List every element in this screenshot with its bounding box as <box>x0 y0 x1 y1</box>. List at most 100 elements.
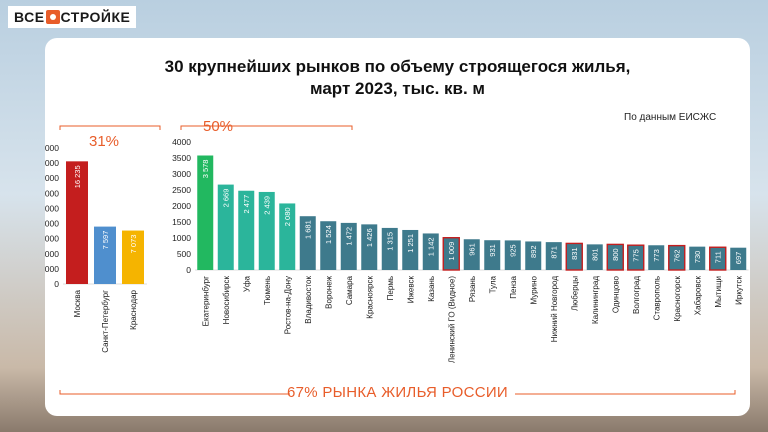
x-tick-label: Люберцы <box>570 276 579 311</box>
bar <box>217 184 234 270</box>
x-tick-label: Ростов-на-Дону <box>283 276 292 334</box>
bar-value-label: 1 524 <box>324 225 333 244</box>
bottom-bracket-left <box>59 390 290 395</box>
chart-title-line2: март 2023, тыс. кв. м <box>309 79 485 98</box>
y-tick-label: 8000 <box>45 219 59 229</box>
bottom-summary: 67% РЫНКА ЖИЛЬЯ РОССИИ <box>286 384 509 401</box>
x-tick-label: Екатеринбург <box>201 276 210 326</box>
bar-value-label: 801 <box>591 248 600 261</box>
bar <box>668 244 686 271</box>
bar-value-label: 1 426 <box>365 228 374 247</box>
bar <box>197 155 214 270</box>
share-brackets <box>59 125 736 395</box>
bar-charts: 0200040006000800010000120001400016000180… <box>45 125 749 395</box>
chart-title: 30 крупнейших рынков по объему строящего… <box>45 56 750 100</box>
x-tick-label: Рязань <box>468 276 477 302</box>
bar-value-label: 931 <box>488 244 497 257</box>
bar <box>689 246 706 270</box>
bar-value-label: 2 477 <box>242 195 251 214</box>
y-tick-label: 1500 <box>172 217 191 227</box>
x-tick-label: Ленинский ГО (Видное) <box>447 276 456 363</box>
x-tick-label: Санкт-Петербург <box>101 290 110 353</box>
bar-value-label: 892 <box>529 245 538 258</box>
x-tick-label: Новосибирск <box>222 276 231 325</box>
x-tick-label: Хабаровск <box>693 276 702 316</box>
y-tick-label: 3500 <box>172 153 191 163</box>
x-tick-label: Ставрополь <box>652 276 661 320</box>
bar-value-label: 1 315 <box>386 232 395 251</box>
bar <box>299 216 316 270</box>
bar <box>586 244 603 270</box>
bar-value-label: 775 <box>632 249 641 262</box>
bar <box>258 191 275 270</box>
bar-value-label: 925 <box>509 244 518 257</box>
x-tick-label: Волгоград <box>632 276 641 314</box>
x-tick-label: Иркутск <box>734 276 743 305</box>
bar-value-label: 3 578 <box>201 160 210 179</box>
bar-value-label: 7 073 <box>129 235 138 254</box>
bar <box>422 233 439 270</box>
bar <box>381 227 398 270</box>
right-bracket <box>180 125 353 130</box>
bar-value-label: 1 251 <box>406 234 415 253</box>
bar <box>122 230 144 284</box>
bar <box>606 243 624 271</box>
bar <box>545 242 562 270</box>
x-tick-label: Красноярск <box>365 276 374 319</box>
x-tick-label: Краснодар <box>129 289 138 329</box>
bar-value-label: 773 <box>652 249 661 262</box>
x-tick-label: Калининград <box>591 276 600 324</box>
x-tick-label: Пенза <box>509 275 518 298</box>
bar <box>525 241 542 270</box>
right-chart: 0 500 1000 1500 2000 2500 3000 3500 4000 3 578 Ека… <box>172 137 749 363</box>
y-tick-label: 0 <box>54 279 59 289</box>
bar-value-label: 961 <box>468 243 477 256</box>
left-bracket <box>59 125 161 130</box>
left-chart: 0 2000 4000 6000 8000 10000 12000 14000 16000 180… <box>45 143 147 353</box>
brand-logo: ВСЕ СТРОЙКЕ <box>8 6 137 28</box>
y-tick-label: 2000 <box>172 201 191 211</box>
bottom-bracket-right <box>515 390 736 395</box>
bar-value-label: 730 <box>693 251 702 264</box>
y-tick-label: 16000 <box>45 158 59 168</box>
bar <box>442 237 460 271</box>
bar-value-label: 711 <box>714 251 723 263</box>
bar <box>238 190 255 270</box>
y-tick-label: 14000 <box>45 173 59 183</box>
x-tick-label: Ижевск <box>406 276 415 304</box>
bar <box>66 161 88 284</box>
brand-text-left: ВСЕ <box>14 9 45 25</box>
x-tick-label: Уфа <box>242 275 251 292</box>
bar <box>709 246 727 271</box>
source-note: По данным ЕИСЖС <box>624 112 717 123</box>
bar-value-label: 831 <box>570 247 579 260</box>
x-tick-label: Владивосток <box>304 276 313 324</box>
bar <box>463 239 480 270</box>
bar-value-label: 762 <box>673 250 682 263</box>
bar-value-label: 697 <box>734 252 743 265</box>
bar-value-label: 7 597 <box>101 231 110 250</box>
y-tick-label: 1000 <box>172 233 191 243</box>
bar-value-label: 1 472 <box>345 227 354 246</box>
x-tick-label: Тюмень <box>263 276 272 305</box>
x-tick-label: Красногорск <box>673 276 682 322</box>
bar <box>361 224 378 270</box>
bar <box>565 242 583 271</box>
y-tick-label: 4000 <box>45 249 59 259</box>
bar <box>627 244 645 271</box>
bar-value-label: 1 142 <box>427 237 436 256</box>
bar-value-label: 16 235 <box>73 165 82 188</box>
bar-value-label: 800 <box>611 248 620 261</box>
bar-value-label: 2 669 <box>222 189 231 208</box>
bar <box>484 240 501 270</box>
x-tick-label: Москва <box>73 289 82 317</box>
bar <box>648 245 665 270</box>
y-tick-label: 10000 <box>45 203 59 213</box>
bar-value-label: 1 681 <box>304 220 313 239</box>
bar <box>340 222 357 270</box>
y-tick-label: 18000 <box>45 143 59 153</box>
left-share-label: 31% <box>89 133 120 150</box>
y-tick-label: 12000 <box>45 188 59 198</box>
brand-mark-icon <box>45 10 60 24</box>
brand-text-right: СТРОЙКЕ <box>60 9 131 25</box>
